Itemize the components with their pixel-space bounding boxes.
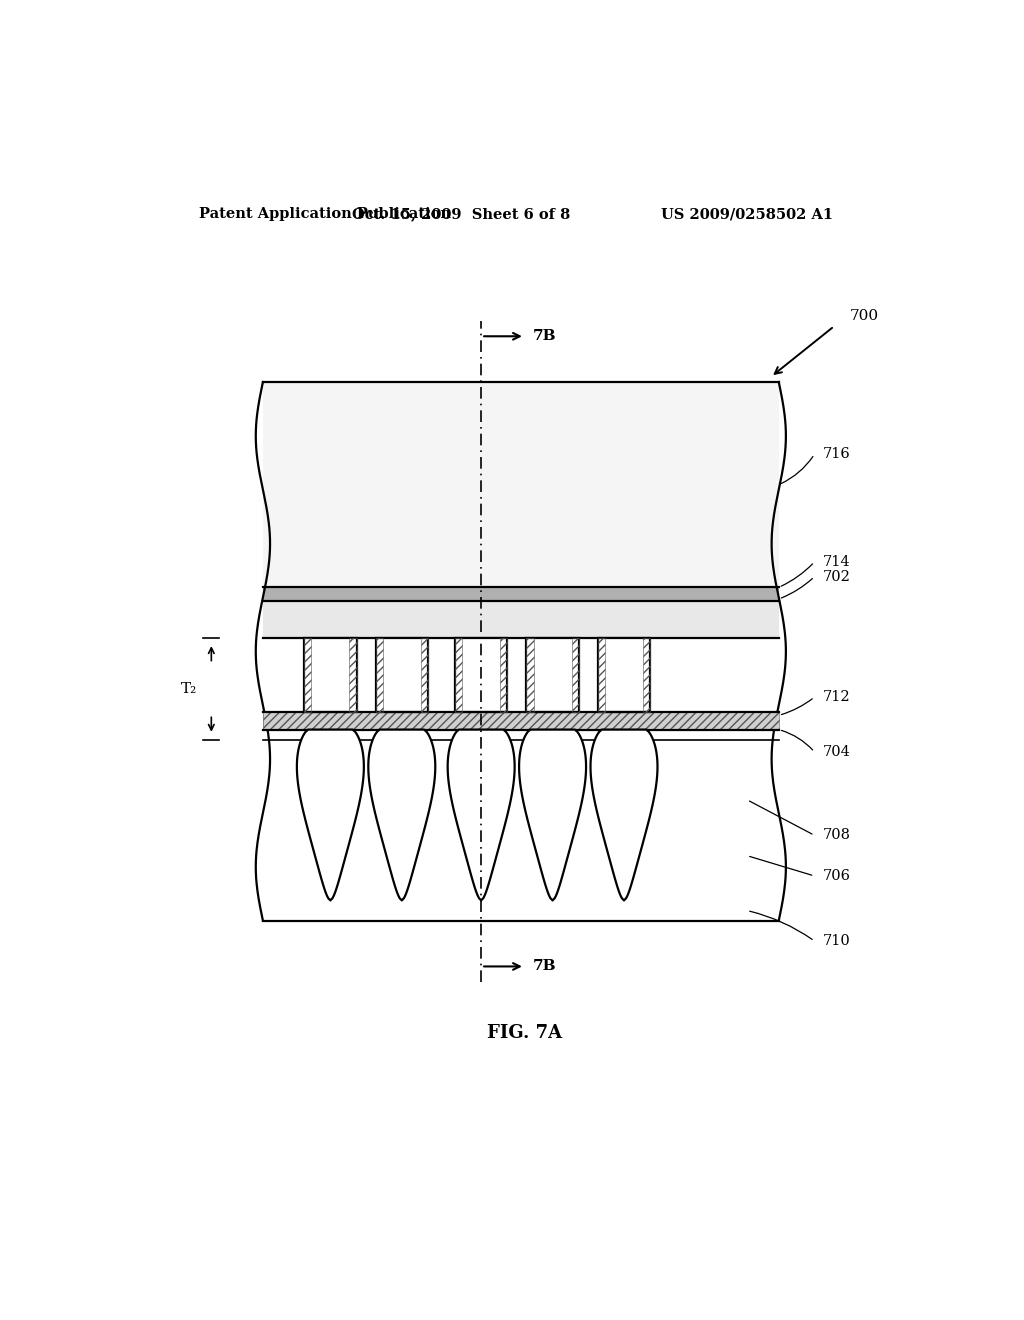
- Bar: [263, 601, 778, 638]
- Text: 708: 708: [822, 829, 850, 842]
- Polygon shape: [369, 730, 435, 900]
- Bar: [349, 638, 356, 713]
- Polygon shape: [447, 730, 515, 900]
- Bar: [455, 638, 462, 713]
- Text: 704: 704: [822, 744, 850, 759]
- Bar: [376, 638, 428, 713]
- Text: Oct. 15, 2009  Sheet 6 of 8: Oct. 15, 2009 Sheet 6 of 8: [352, 207, 570, 222]
- Bar: [263, 381, 778, 587]
- Text: 700: 700: [850, 309, 880, 323]
- Text: 702: 702: [822, 570, 850, 583]
- Text: T₂: T₂: [181, 682, 197, 696]
- Text: Patent Application Publication: Patent Application Publication: [200, 207, 452, 222]
- Bar: [263, 713, 778, 730]
- Text: 716: 716: [822, 447, 850, 461]
- Bar: [500, 638, 507, 713]
- Bar: [421, 638, 428, 713]
- Text: 706: 706: [822, 869, 850, 883]
- Text: 714: 714: [822, 554, 850, 569]
- Bar: [304, 638, 356, 713]
- Text: 7B: 7B: [532, 329, 556, 343]
- Bar: [598, 638, 605, 713]
- Polygon shape: [591, 730, 657, 900]
- Polygon shape: [297, 730, 364, 900]
- Polygon shape: [519, 730, 586, 900]
- Text: FIG. 7A: FIG. 7A: [487, 1023, 562, 1041]
- Bar: [263, 713, 778, 730]
- Bar: [571, 638, 579, 713]
- Text: US 2009/0258502 A1: US 2009/0258502 A1: [660, 207, 834, 222]
- Bar: [526, 638, 534, 713]
- Text: 7B: 7B: [532, 960, 556, 973]
- Text: 710: 710: [822, 935, 850, 948]
- Bar: [643, 638, 650, 713]
- Bar: [263, 587, 778, 601]
- Bar: [598, 638, 650, 713]
- Text: 712: 712: [822, 690, 850, 704]
- Bar: [376, 638, 383, 713]
- Bar: [526, 638, 579, 713]
- Bar: [304, 638, 311, 713]
- Bar: [455, 638, 507, 713]
